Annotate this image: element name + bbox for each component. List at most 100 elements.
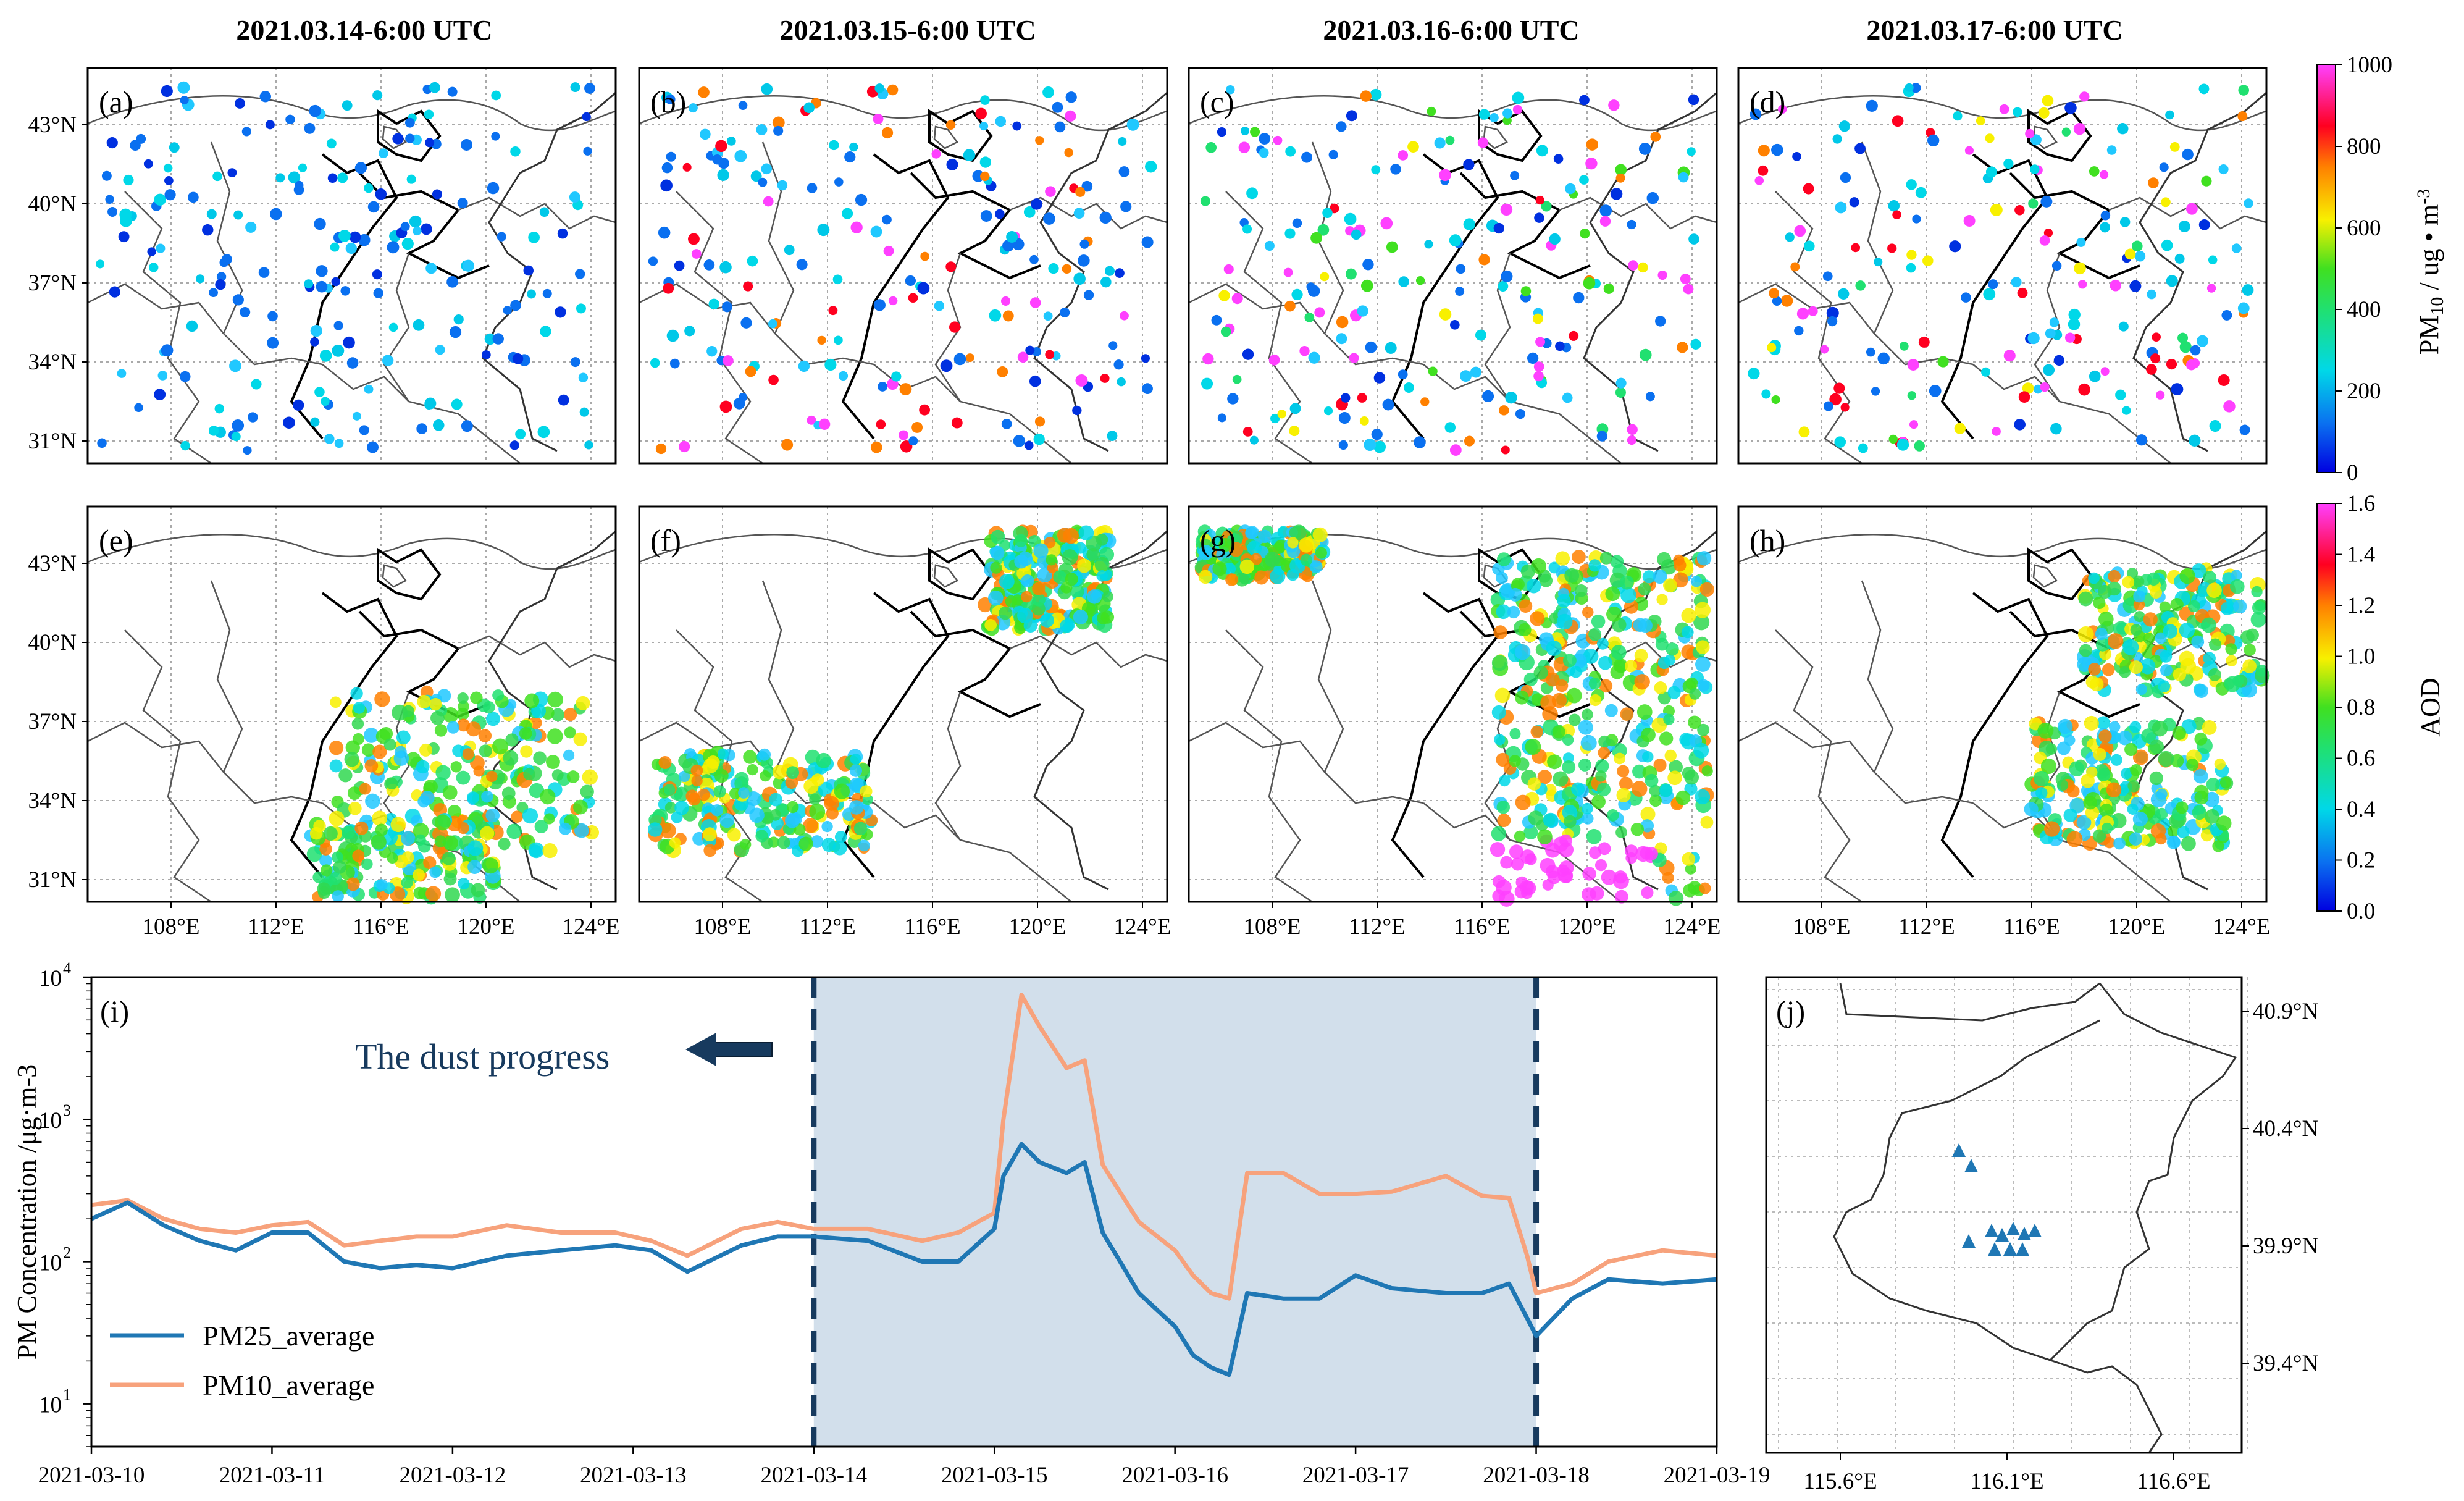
aod-point <box>2133 599 2145 611</box>
aod-point <box>1697 723 1710 736</box>
x-tick-label: 2021-03-11 <box>219 1463 325 1488</box>
aod-point <box>1539 574 1553 587</box>
pm10-station-point <box>2244 198 2253 208</box>
pm10-station-point <box>1502 108 1513 119</box>
coastline <box>1033 91 1168 452</box>
aod-point <box>1065 573 1078 586</box>
aod-point <box>1546 640 1562 656</box>
aod-point <box>2135 684 2147 696</box>
pm10-station-point <box>1829 393 1842 406</box>
pm10-station-point <box>691 249 702 259</box>
pm10-station-point <box>1042 86 1054 98</box>
aod-point <box>760 770 771 782</box>
pm10-station-point <box>575 269 585 279</box>
province-border <box>1225 191 1313 465</box>
pm10-station-point <box>2166 275 2178 287</box>
pm10-station-point <box>1758 165 1769 176</box>
pm10-station-point <box>1045 350 1055 359</box>
aod-point <box>1599 679 1613 693</box>
aod-point <box>2160 664 2173 677</box>
pm10-station-point <box>855 193 868 206</box>
pm10-station-point <box>1639 348 1652 361</box>
aod-point <box>319 854 332 867</box>
aod-point <box>1094 557 1110 572</box>
pm10-station-point <box>180 440 190 451</box>
aod-point <box>1641 728 1656 742</box>
pm10-station-point <box>1460 370 1472 382</box>
pm10-station-point <box>2171 383 2184 396</box>
pm10-station-point <box>2100 211 2111 221</box>
pm10-station-point <box>491 90 501 101</box>
pm10-station-point <box>2238 85 2249 96</box>
colorbar-tick-label: 0.4 <box>2347 797 2375 822</box>
aod-point <box>1053 570 1067 584</box>
aod-point <box>2132 575 2145 587</box>
aod-point <box>1509 844 1524 859</box>
aod-point <box>443 835 458 851</box>
pm10-station-point <box>196 274 205 284</box>
aod-point <box>2192 563 2206 578</box>
aod-point <box>821 838 836 852</box>
pm10-station-point <box>1218 290 1230 301</box>
pm10-station-point <box>1851 243 1861 253</box>
lat-tick-label: 31°N <box>28 867 77 893</box>
pm10-station-point <box>367 201 380 213</box>
aod-point <box>769 793 782 807</box>
aod-point <box>1583 648 1599 664</box>
aod-point <box>664 802 677 814</box>
aod-point <box>323 826 338 841</box>
aod-point <box>2200 829 2213 842</box>
aod-point <box>1700 815 1714 829</box>
pm10-station-point <box>2209 420 2221 432</box>
colorbar-tick-label: 600 <box>2347 216 2381 241</box>
lat-tick-label: 37°N <box>28 271 77 296</box>
aod-point <box>2092 829 2106 843</box>
pm10-station-point <box>1450 320 1460 330</box>
pm10-station-point <box>1250 127 1260 137</box>
aod-point <box>2045 743 2058 755</box>
aod-point <box>691 775 703 787</box>
pm10-station-point <box>387 241 400 254</box>
aod-point <box>1614 752 1626 765</box>
pm10-station-point <box>1748 368 1760 380</box>
aod-point <box>2203 652 2216 665</box>
pm10-station-point <box>96 259 105 269</box>
pm10-station-point <box>2237 111 2248 122</box>
aod-point <box>559 822 572 835</box>
pm10-station-point <box>118 231 130 243</box>
pm10-station-point <box>164 189 176 201</box>
pm10-station-point <box>980 210 992 222</box>
aod-point <box>347 786 362 801</box>
aod-point <box>1594 859 1607 872</box>
pm10-station-point <box>163 163 173 173</box>
aod-point <box>1520 564 1536 579</box>
pm10-station-point <box>106 137 118 149</box>
aod-point <box>2095 637 2110 652</box>
aod-point <box>566 770 580 783</box>
pm10-station-point <box>2061 127 2071 137</box>
pm10-station-point <box>1502 116 1512 125</box>
pm10-station-point <box>497 232 506 242</box>
aod-point <box>2179 622 2195 639</box>
lon-tick-label: 108°E <box>143 914 200 940</box>
colorbar-tick-label: 1.6 <box>2347 491 2375 516</box>
aod-point <box>811 773 824 786</box>
aod-point <box>1606 606 1622 622</box>
pm10-station-point <box>1650 132 1661 142</box>
aod-point <box>2122 639 2139 655</box>
aod-point <box>1198 545 1214 560</box>
aod-point <box>1591 794 1606 809</box>
pm10-station-point <box>1905 83 1914 92</box>
pm10-station-point <box>1414 436 1426 448</box>
aod-point <box>2093 596 2106 610</box>
aod-point <box>416 760 430 774</box>
pm10-station-point <box>1887 243 1897 253</box>
pm10-station-point <box>245 221 257 233</box>
aod-point <box>2129 721 2142 733</box>
aod-point <box>1496 552 1511 566</box>
province-border <box>841 153 950 440</box>
pm10-station-point <box>1463 218 1476 230</box>
pm10-station-point <box>1627 435 1636 445</box>
aod-point <box>1582 867 1596 881</box>
pm10-station-point <box>1336 333 1347 345</box>
